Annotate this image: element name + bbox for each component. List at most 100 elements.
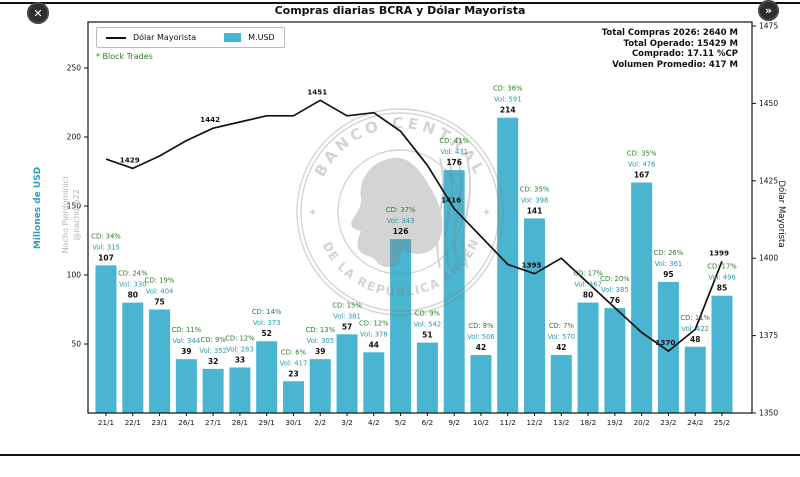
bar-28/1 bbox=[229, 367, 251, 413]
bar-23/2 bbox=[657, 281, 679, 413]
left-tick-label: 50 bbox=[71, 340, 81, 349]
x-tick-label: 29/1 bbox=[259, 418, 275, 427]
bar-cd-label: CD: 6% bbox=[281, 348, 307, 356]
bar-value-label: 76 bbox=[610, 296, 620, 305]
x-tick-label: 19/2 bbox=[607, 418, 623, 427]
bar-vol-label: Vol: 305 bbox=[306, 337, 334, 345]
bar-vol-label: Vol: 283 bbox=[226, 345, 254, 353]
bar-value-label: 48 bbox=[690, 335, 700, 344]
left-axis-title: Millones de USD bbox=[33, 167, 43, 249]
x-tick-label: 6/2 bbox=[422, 418, 434, 427]
bar-5/2 bbox=[390, 239, 412, 413]
bar-27/1 bbox=[202, 368, 224, 413]
bar-vol-label: Vol: 591 bbox=[494, 96, 522, 104]
bar-vol-label: Vol: 361 bbox=[655, 260, 683, 268]
bar-cd-label: CD: 41% bbox=[439, 137, 469, 145]
line-value-label: 1451 bbox=[307, 87, 327, 96]
bar-12/2 bbox=[524, 218, 546, 413]
stat-volumen-promedio: Volumen Promedio: 417 M bbox=[612, 59, 738, 70]
bar-value-label: 52 bbox=[261, 329, 271, 338]
seal-star-right: ✦ bbox=[482, 206, 491, 219]
bar-cd-label: CD: 26% bbox=[654, 249, 684, 257]
line-value-label: 1370 bbox=[655, 338, 675, 347]
x-tick-label: 28/1 bbox=[232, 418, 248, 427]
chevron-right-icon: » bbox=[764, 4, 773, 17]
x-tick-label: 4/2 bbox=[368, 418, 380, 427]
x-tick-label: 27/1 bbox=[205, 418, 221, 427]
bar-26/1 bbox=[175, 359, 197, 413]
bar-series-swatch bbox=[224, 33, 242, 42]
bar-cd-label: CD: 34% bbox=[91, 232, 121, 240]
seal-profile-head bbox=[351, 157, 443, 268]
stat-total-compras: Total Compras 2026: 2640 M bbox=[601, 28, 738, 38]
bar-vol-label: Vol: 467 bbox=[574, 281, 602, 289]
stat-comprado: Comprado: 17.11 %CP bbox=[631, 49, 738, 59]
bar-vol-label: Vol: 496 bbox=[708, 274, 736, 282]
bar-cd-label: CD: 36% bbox=[493, 85, 523, 93]
bar-value-label: 32 bbox=[208, 357, 218, 366]
top-divider bbox=[0, 2, 800, 4]
bar-series-label: M.USD bbox=[248, 33, 275, 42]
author-handle-watermark: @nacho_p22 bbox=[72, 189, 81, 241]
bar-cd-label: CD: 12% bbox=[359, 319, 389, 327]
block-trades-note: * Block Trades bbox=[96, 52, 153, 61]
right-tick-label: 1475 bbox=[759, 22, 778, 31]
bar-cd-label: CD: 17% bbox=[573, 270, 603, 278]
x-tick-label: 5/2 bbox=[395, 418, 407, 427]
bar-vol-label: Vol: 476 bbox=[628, 161, 656, 169]
seal-wavy-stripe bbox=[445, 157, 453, 269]
x-tick-label: 13/2 bbox=[553, 418, 569, 427]
bar-23/1 bbox=[149, 309, 171, 413]
bar-value-label: 176 bbox=[446, 158, 462, 167]
summary-stats: Total Compras 2026: 2640 M Total Operado… bbox=[602, 28, 738, 70]
bar-value-label: 57 bbox=[342, 322, 352, 331]
seal-wavy-stripe bbox=[463, 157, 471, 269]
seal-ring bbox=[296, 108, 504, 316]
bar-cd-label: CD: 7% bbox=[549, 322, 575, 330]
seal-star-left: ✦ bbox=[308, 206, 317, 219]
bar-24/2 bbox=[684, 346, 706, 413]
bar-cd-label: CD: 11% bbox=[680, 314, 710, 322]
bar-22/1 bbox=[122, 302, 144, 413]
forward-button[interactable]: » bbox=[758, 0, 779, 21]
stat-total-operado: Total Operado: 15429 M bbox=[623, 38, 738, 49]
bar-vol-label: Vol: 344 bbox=[173, 337, 201, 345]
page-title: Compras diarias BCRA y Dólar Mayorista bbox=[274, 4, 526, 17]
bar-value-label: 33 bbox=[235, 355, 245, 364]
bar-value-label: 126 bbox=[393, 227, 409, 236]
bar-vol-label: Vol: 398 bbox=[521, 196, 549, 204]
bar-vol-label: Vol: 570 bbox=[548, 333, 576, 341]
bar-value-label: 44 bbox=[369, 340, 379, 349]
bar-13/2 bbox=[550, 355, 572, 413]
bar-value-label: 107 bbox=[98, 253, 114, 262]
x-tick-label: 23/1 bbox=[151, 418, 167, 427]
bar-value-label: 23 bbox=[288, 369, 298, 378]
bar-30/1 bbox=[282, 381, 304, 413]
line-series-swatch bbox=[106, 36, 126, 39]
bar-value-label: 85 bbox=[717, 284, 727, 293]
bar-cd-label: CD: 11% bbox=[172, 326, 202, 334]
bar-11/2 bbox=[497, 117, 519, 414]
x-tick-label: 12/2 bbox=[526, 418, 542, 427]
bar-vol-label: Vol: 315 bbox=[92, 243, 120, 251]
bar-value-label: 95 bbox=[663, 270, 673, 279]
bar-vol-label: Vol: 385 bbox=[601, 286, 629, 294]
line-value-label: 1399 bbox=[709, 248, 729, 257]
close-button[interactable]: ✕ bbox=[27, 2, 49, 24]
bar-vol-label: Vol: 378 bbox=[360, 330, 388, 338]
x-tick-label: 18/2 bbox=[580, 418, 596, 427]
right-tick-label: 1350 bbox=[759, 409, 778, 418]
bar-cd-label: CD: 15% bbox=[332, 301, 362, 309]
bar-vol-label: Vol: 330 bbox=[119, 281, 147, 289]
bar-vol-label: Vol: 352 bbox=[199, 347, 227, 355]
bar-cd-label: CD: 12% bbox=[225, 334, 255, 342]
bar-cd-label: CD: 35% bbox=[627, 150, 657, 158]
bar-cd-label: CD: 19% bbox=[145, 277, 175, 285]
bar-cd-label: CD: 20% bbox=[600, 275, 630, 283]
author-watermark: Nacho Pierdominici bbox=[61, 177, 70, 254]
bar-29/1 bbox=[256, 341, 278, 413]
bar-value-label: 42 bbox=[476, 343, 486, 352]
bar-vol-label: Vol: 404 bbox=[146, 288, 174, 296]
